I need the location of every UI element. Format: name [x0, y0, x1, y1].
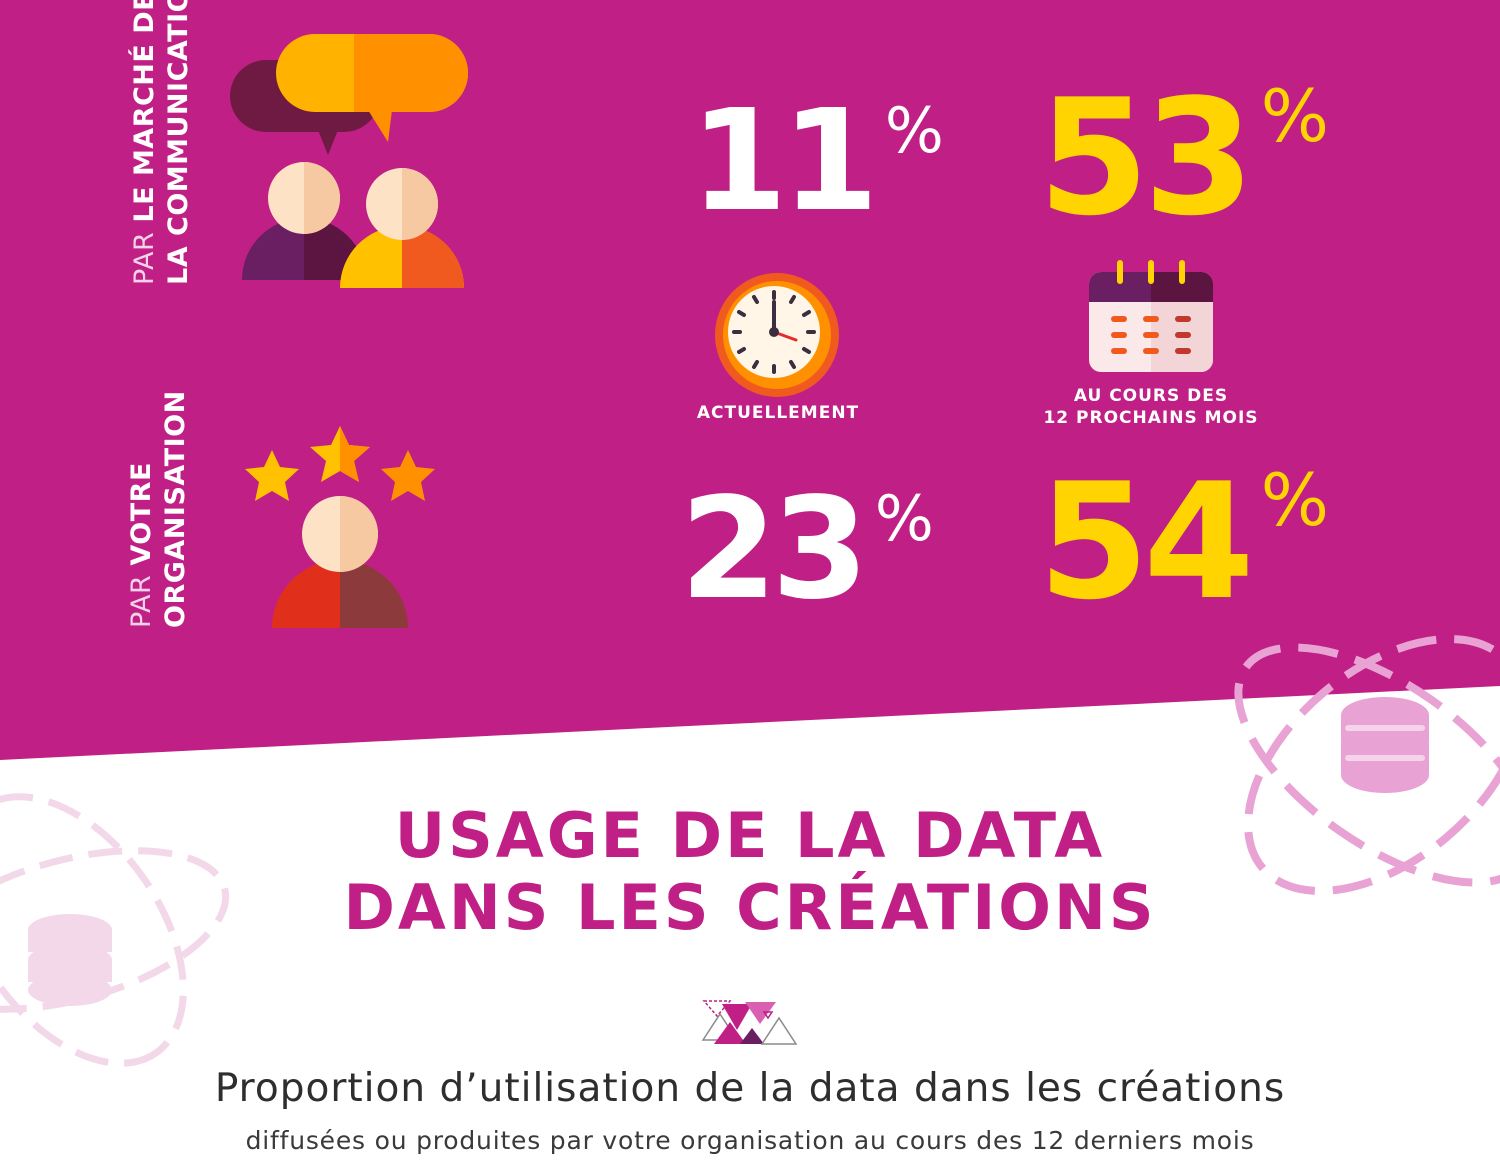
database-orbit-icon: [1234, 635, 1500, 895]
caption-current: ACTUELLEMENT: [696, 403, 860, 423]
row1-label-line2: LA COMMUNICATIO: [163, 0, 194, 285]
row2-next12-unit: %: [1260, 458, 1330, 542]
chat-people-icon: [230, 34, 468, 288]
row2-next12-stat: 54%: [1038, 462, 1329, 622]
calendar-icon: [1089, 260, 1213, 372]
section-subsubtitle: diffusées ou produites par votre organis…: [245, 1126, 1255, 1155]
person-stars-icon: [245, 426, 435, 628]
row2-label-line2: ORGANISATION: [160, 390, 191, 628]
section-title-line2: DANS LES CRÉATIONS: [343, 871, 1157, 944]
row2-next12-value: 54: [1038, 448, 1255, 635]
row2-label: PAR VOTRE ORGANISATION: [125, 390, 193, 628]
database-orbit-icon-faint: [0, 793, 230, 1067]
row2-label-line1: VOTRE: [126, 462, 157, 566]
row1-label: PAR LE MARCHÉ DE LA COMMUNICATIO: [128, 0, 196, 285]
section-title: USAGE DE LA DATA DANS LES CRÉATIONS: [0, 800, 1500, 944]
row2-current-unit: %: [874, 482, 934, 555]
caption-next12-line1: AU COURS DES: [1073, 386, 1229, 406]
row1-next12-unit: %: [1260, 74, 1330, 158]
row1-next12-value: 53: [1038, 64, 1255, 251]
row2-label-prefix: PAR: [126, 574, 157, 628]
row1-current-stat: 11%: [690, 92, 944, 232]
row1-next12-stat: 53%: [1038, 78, 1329, 238]
caption-next12-line2: 12 PROCHAINS MOIS: [1043, 408, 1259, 428]
row1-current-value: 11: [690, 80, 879, 243]
star-icons: [245, 426, 435, 501]
row2-current-stat: 23%: [680, 480, 934, 620]
row1-label-line1: LE MARCHÉ DE: [129, 0, 160, 223]
section-title-line1: USAGE DE LA DATA: [394, 799, 1106, 872]
caption-next12: AU COURS DES 12 PROCHAINS MOIS: [1040, 385, 1262, 429]
triangles-decoration-icon: [701, 1000, 798, 1045]
row1-current-unit: %: [884, 94, 944, 167]
clock-icon: [715, 273, 839, 397]
row1-label-prefix: PAR: [129, 231, 160, 285]
row2-current-value: 23: [680, 468, 869, 631]
section-subtitle: Proportion d’utilisation de la data dans…: [214, 1066, 1286, 1111]
